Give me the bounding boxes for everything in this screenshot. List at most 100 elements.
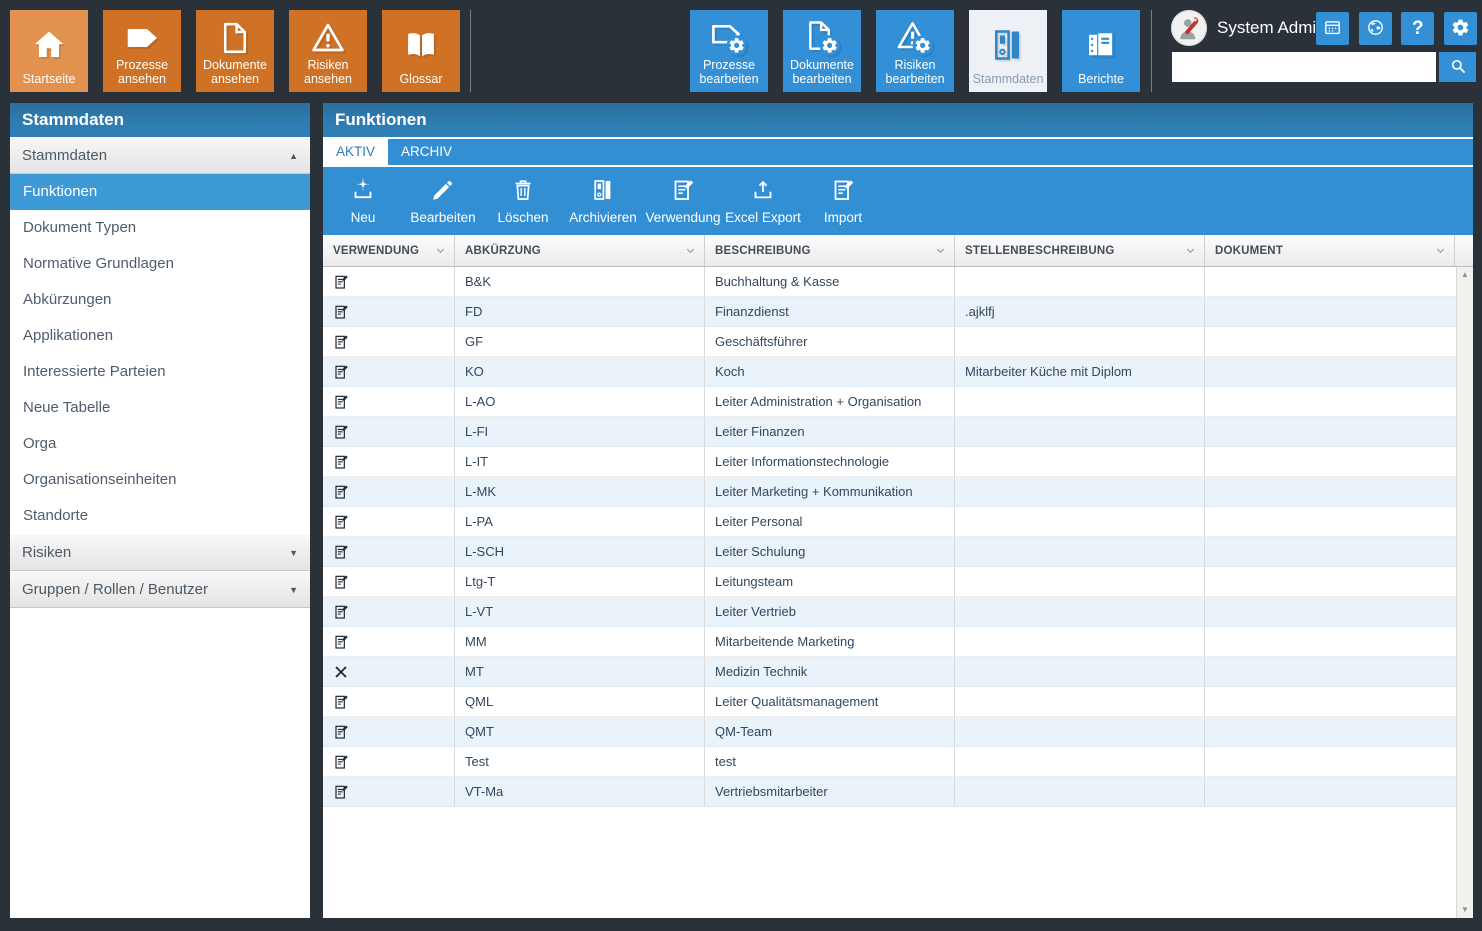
table-row[interactable]: VT-Ma Vertriebsmitarbeiter <box>323 777 1456 807</box>
nav-berichte-button[interactable]: Berichte <box>1062 10 1140 92</box>
search-input[interactable] <box>1172 52 1436 82</box>
table-row[interactable]: Test test <box>323 747 1456 777</box>
nav-dokumente-ansehen-button[interactable]: Dokumente ansehen <box>196 10 274 92</box>
archive-binder-icon <box>591 178 615 205</box>
sidebar-item-abkürzungen[interactable]: Abkürzungen <box>10 282 310 318</box>
nav-prozesse-ansehen-button[interactable]: Prozesse ansehen <box>103 10 181 92</box>
column-header-verwendung[interactable]: VERWENDUNG <box>323 235 455 266</box>
calendar-button[interactable] <box>1316 12 1349 45</box>
cell-abkuerzung: L-AO <box>455 387 705 416</box>
import-button[interactable]: Import <box>803 171 883 231</box>
sidebar-item-interessierte-parteien[interactable]: Interessierte Parteien <box>10 354 310 390</box>
chevron-down-icon[interactable] <box>435 245 446 256</box>
sidebar-item-funktionen[interactable]: Funktionen <box>10 174 310 210</box>
bearbeiten-button[interactable]: Bearbeiten <box>403 171 483 231</box>
cell-beschreibung: Medizin Technik <box>705 657 955 686</box>
accordion-risiken[interactable]: Risiken ▼ <box>10 534 310 571</box>
trash-icon <box>511 178 535 205</box>
chevron-down-icon[interactable] <box>935 245 946 256</box>
table-row[interactable]: L-PA Leiter Personal <box>323 507 1456 537</box>
search-button[interactable] <box>1439 52 1476 82</box>
table-row[interactable]: L-SCH Leiter Schulung <box>323 537 1456 567</box>
nav-stammdaten-button[interactable]: Stammdaten <box>969 10 1047 92</box>
cell-dokument <box>1205 777 1455 806</box>
nav-risiken-bearbeiten-button[interactable]: Risiken bearbeiten <box>876 10 954 92</box>
sidebar-item-normative-grundlagen[interactable]: Normative Grundlagen <box>10 246 310 282</box>
accordion-label: Risiken <box>22 544 71 561</box>
nav-prozesse-bearbeiten-button[interactable]: Prozesse bearbeiten <box>690 10 768 92</box>
sidebar-item-neue-tabelle[interactable]: Neue Tabelle <box>10 390 310 426</box>
accordion-label: Gruppen / Rollen / Benutzer <box>22 581 208 598</box>
chevron-down-icon[interactable] <box>1185 245 1196 256</box>
accordion-stammdaten[interactable]: Stammdaten ▲ <box>10 137 310 174</box>
avatar[interactable] <box>1171 10 1207 46</box>
cross-icon <box>323 657 455 686</box>
cell-dokument <box>1205 267 1455 296</box>
cell-beschreibung: Leiter Personal <box>705 507 955 536</box>
vertical-scrollbar[interactable]: ▲ ▼ <box>1456 267 1473 918</box>
reports-icon <box>1083 17 1119 72</box>
column-header-abkuerzung[interactable]: ABKÜRZUNG <box>455 235 705 266</box>
archivieren-button[interactable]: Archivieren <box>563 171 643 231</box>
sidebar-item-standorte[interactable]: Standorte <box>10 498 310 534</box>
table-row[interactable]: L-VT Leiter Vertrieb <box>323 597 1456 627</box>
chevron-down-icon[interactable] <box>685 245 696 256</box>
language-button[interactable] <box>1359 12 1392 45</box>
cell-dokument <box>1205 387 1455 416</box>
table-row[interactable]: L-FI Leiter Finanzen <box>323 417 1456 447</box>
table-row[interactable]: KO Koch Mitarbeiter Küche mit Diplom <box>323 357 1456 387</box>
tab-aktiv[interactable]: AKTIV <box>323 139 388 165</box>
cell-stellenbeschreibung <box>955 417 1205 446</box>
table-row[interactable]: L-IT Leiter Informationstechnologie <box>323 447 1456 477</box>
settings-button[interactable] <box>1444 12 1477 45</box>
tool-button-label: Import <box>824 210 862 225</box>
table-row[interactable]: QML Leiter Qualitätsmanagement <box>323 687 1456 717</box>
clipboard-icon <box>323 537 455 566</box>
excel-export-button[interactable]: Excel Export <box>723 171 803 231</box>
nav-startseite-button[interactable]: Startseite <box>10 10 88 92</box>
cell-beschreibung: Geschäftsführer <box>705 327 955 356</box>
table-row[interactable]: MT Medizin Technik <box>323 657 1456 687</box>
edit-nav-group: Prozesse bearbeiten Dokumente bearbeiten… <box>690 10 1140 92</box>
clipboard-icon <box>323 567 455 596</box>
table-row[interactable]: GF Geschäftsführer <box>323 327 1456 357</box>
nav-button-label: Berichte <box>1078 72 1124 86</box>
column-header-label: DOKUMENT <box>1215 245 1283 257</box>
sidebar-item-orga[interactable]: Orga <box>10 426 310 462</box>
cell-abkuerzung: KO <box>455 357 705 386</box>
cell-dokument <box>1205 507 1455 536</box>
cell-stellenbeschreibung: .ajklfj <box>955 297 1205 326</box>
nav-risiken-ansehen-button[interactable]: Risiken ansehen <box>289 10 367 92</box>
clipboard-icon <box>323 717 455 746</box>
cell-abkuerzung: L-FI <box>455 417 705 446</box>
scroll-down-icon[interactable]: ▼ <box>1461 906 1469 914</box>
home-icon <box>31 17 67 72</box>
nav-dokumente-bearbeiten-button[interactable]: Dokumente bearbeiten <box>783 10 861 92</box>
column-header-beschreibung[interactable]: BESCHREIBUNG <box>705 235 955 266</box>
table-row[interactable]: L-MK Leiter Marketing + Kommunikation <box>323 477 1456 507</box>
table-row[interactable]: QMT QM-Team <box>323 717 1456 747</box>
usage-clipboard-icon <box>671 178 695 205</box>
cell-beschreibung: Leiter Marketing + Kommunikation <box>705 477 955 506</box>
table-row[interactable]: Ltg-T Leitungsteam <box>323 567 1456 597</box>
clipboard-icon <box>323 507 455 536</box>
scroll-up-icon[interactable]: ▲ <box>1461 271 1469 279</box>
table-row[interactable]: B&K Buchhaltung & Kasse <box>323 267 1456 297</box>
table-row[interactable]: FD Finanzdienst .ajklfj <box>323 297 1456 327</box>
user-name: System Admin <box>1217 18 1326 38</box>
nav-glossar-button[interactable]: Glossar <box>382 10 460 92</box>
neu-button[interactable]: Neu <box>323 171 403 231</box>
sidebar-item-organisationseinheiten[interactable]: Organisationseinheiten <box>10 462 310 498</box>
table-row[interactable]: L-AO Leiter Administration + Organisatio… <box>323 387 1456 417</box>
column-header-stellenbeschreibung[interactable]: STELLENBESCHREIBUNG <box>955 235 1205 266</box>
tab-archiv[interactable]: ARCHIV <box>388 139 465 165</box>
accordion-gruppen-rollen-benutzer[interactable]: Gruppen / Rollen / Benutzer ▼ <box>10 571 310 608</box>
sidebar-item-applikationen[interactable]: Applikationen <box>10 318 310 354</box>
loeschen-button[interactable]: Löschen <box>483 171 563 231</box>
table-row[interactable]: MM Mitarbeitende Marketing <box>323 627 1456 657</box>
help-button[interactable]: ? <box>1401 12 1434 45</box>
chevron-down-icon[interactable] <box>1435 245 1446 256</box>
sidebar-item-dokument-typen[interactable]: Dokument Typen <box>10 210 310 246</box>
column-header-dokument[interactable]: DOKUMENT <box>1205 235 1455 266</box>
verwendung-button[interactable]: Verwendung <box>643 171 723 231</box>
